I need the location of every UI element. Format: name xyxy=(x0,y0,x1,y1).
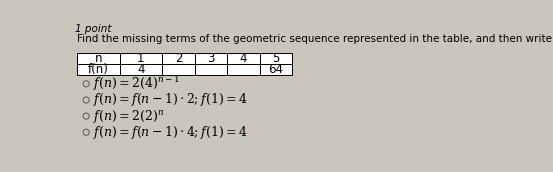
Bar xyxy=(77,53,119,64)
Text: 2: 2 xyxy=(175,52,182,65)
Bar xyxy=(119,64,162,74)
Text: $f(n) = 2(2)^n$: $f(n) = 2(2)^n$ xyxy=(93,108,164,125)
Text: 1: 1 xyxy=(137,52,144,65)
Text: 64: 64 xyxy=(269,63,284,76)
Text: Find the missing terms of the geometric sequence represented in the table, and t: Find the missing terms of the geometric … xyxy=(77,34,553,44)
Text: f(n): f(n) xyxy=(88,63,108,76)
Bar xyxy=(227,53,260,64)
Text: n: n xyxy=(95,52,102,65)
Bar xyxy=(162,53,195,64)
Text: $f(n) = f(n-1) \cdot 2; f(1) = 4$: $f(n) = f(n-1) \cdot 2; f(1) = 4$ xyxy=(93,92,248,109)
Text: $f(n) = 2(4)^{n-1}$: $f(n) = 2(4)^{n-1}$ xyxy=(93,74,180,93)
Bar xyxy=(119,53,162,64)
Text: 1 point: 1 point xyxy=(75,24,112,35)
Bar xyxy=(260,53,293,64)
Bar xyxy=(195,53,227,64)
Bar xyxy=(162,64,195,74)
Bar xyxy=(195,64,227,74)
Bar xyxy=(260,64,293,74)
Bar xyxy=(227,64,260,74)
Text: $f(n) = f(n-1) \cdot 4; f(1) = 4$: $f(n) = f(n-1) \cdot 4; f(1) = 4$ xyxy=(93,124,248,141)
Text: 5: 5 xyxy=(273,52,280,65)
Text: 4: 4 xyxy=(240,52,247,65)
Bar xyxy=(77,64,119,74)
Text: 4: 4 xyxy=(137,63,144,76)
Text: 3: 3 xyxy=(207,52,215,65)
